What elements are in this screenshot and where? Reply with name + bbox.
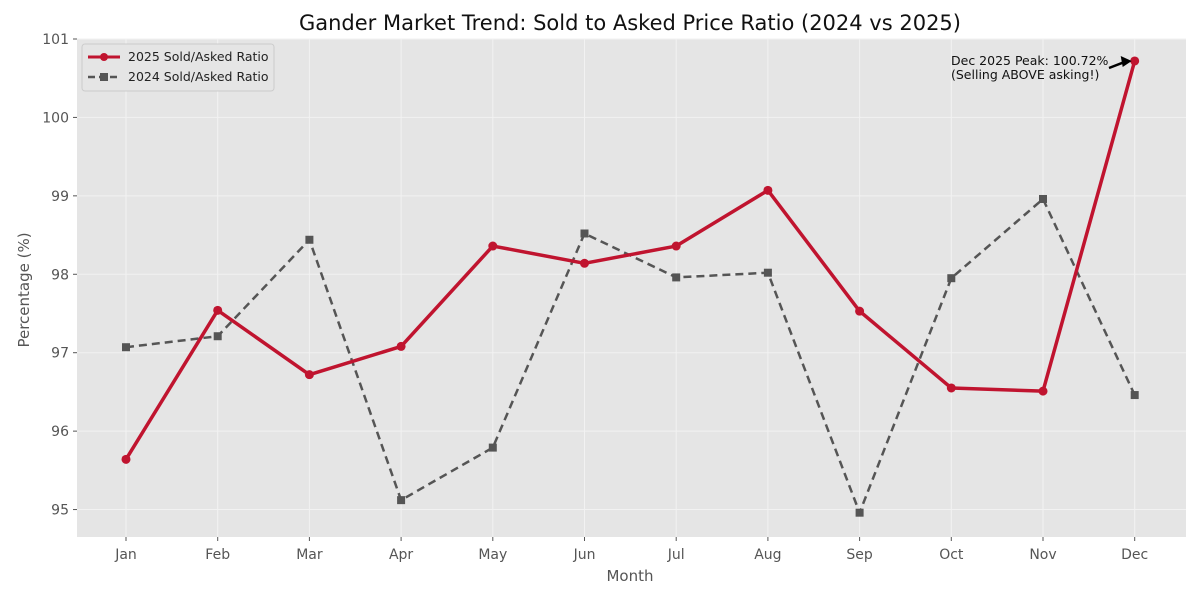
x-axis-ticks: Jan Feb Mar Apr May Jun Jul Aug Sep Oct Nov Dec bbox=[114, 537, 1148, 563]
legend-label-2024: 2024 Sold/Asked Ratio bbox=[128, 69, 269, 84]
plot-area bbox=[77, 39, 1186, 537]
y-tick-label: 100 bbox=[42, 110, 69, 126]
x-tick-label: Nov bbox=[1029, 547, 1056, 563]
data-point bbox=[1130, 391, 1139, 400]
data-point bbox=[304, 370, 314, 380]
x-tick-label: Sep bbox=[846, 547, 873, 563]
y-tick-label: 97 bbox=[51, 346, 69, 362]
x-tick-label: May bbox=[478, 547, 507, 563]
legend: 2025 Sold/Asked Ratio 2024 Sold/Asked Ra… bbox=[81, 43, 275, 92]
x-tick-label: Dec bbox=[1121, 547, 1148, 563]
legend-label-2025: 2025 Sold/Asked Ratio bbox=[128, 49, 269, 64]
data-point bbox=[580, 229, 589, 238]
series-2025 bbox=[121, 56, 1140, 464]
x-tick-label: Aug bbox=[754, 547, 781, 563]
x-tick-label: Jan bbox=[114, 547, 137, 563]
data-point bbox=[763, 185, 773, 195]
peak-annotation: Dec 2025 Peak: 100.72% (Selling ABOVE as… bbox=[951, 53, 1132, 82]
y-tick-label: 98 bbox=[51, 267, 69, 283]
legend-box bbox=[81, 43, 275, 92]
data-point bbox=[1038, 386, 1048, 396]
x-tick-label: Oct bbox=[939, 547, 964, 563]
data-point bbox=[580, 258, 589, 268]
legend-marker-2025 bbox=[100, 53, 108, 61]
x-tick-label: Mar bbox=[296, 547, 323, 563]
legend-marker-2024 bbox=[100, 73, 108, 81]
data-point bbox=[1130, 56, 1140, 66]
data-point bbox=[855, 508, 864, 517]
data-point bbox=[305, 235, 314, 244]
data-point bbox=[488, 241, 498, 251]
data-point bbox=[122, 343, 130, 352]
data-point bbox=[672, 273, 681, 282]
data-point bbox=[213, 332, 222, 341]
series-layer bbox=[121, 56, 1140, 517]
y-tick-label: 101 bbox=[42, 32, 69, 48]
annotation-arrow-head bbox=[1120, 55, 1132, 67]
x-tick-label: Jul bbox=[667, 547, 685, 563]
data-point bbox=[1039, 194, 1047, 203]
x-tick-label: Jun bbox=[573, 547, 596, 563]
data-point bbox=[397, 496, 406, 505]
y-tick-label: 95 bbox=[51, 503, 69, 519]
y-tick-label: 96 bbox=[51, 424, 69, 440]
y-axis-ticks: 95 96 97 98 99 100 101 bbox=[42, 32, 77, 519]
x-tick-label: Feb bbox=[205, 547, 230, 563]
data-point bbox=[213, 305, 223, 315]
data-point bbox=[947, 274, 956, 283]
chart-title: Gander Market Trend: Sold to Asked Price… bbox=[299, 11, 961, 35]
data-point bbox=[671, 241, 681, 251]
data-point bbox=[855, 306, 865, 316]
x-axis-label: Month bbox=[606, 567, 653, 585]
y-axis-label: Percentage (%) bbox=[15, 232, 33, 347]
data-point bbox=[763, 268, 772, 277]
data-point bbox=[396, 341, 406, 351]
data-point bbox=[488, 443, 497, 452]
annotation-line-1: Dec 2025 Peak: 100.72% bbox=[951, 53, 1109, 68]
annotation-line-2: (Selling ABOVE asking!) bbox=[951, 67, 1099, 82]
series-line bbox=[124, 60, 1137, 461]
grid bbox=[77, 38, 1186, 537]
data-point bbox=[946, 383, 956, 393]
data-point bbox=[121, 454, 131, 464]
x-tick-label: Apr bbox=[389, 547, 413, 563]
y-tick-label: 99 bbox=[51, 189, 69, 205]
